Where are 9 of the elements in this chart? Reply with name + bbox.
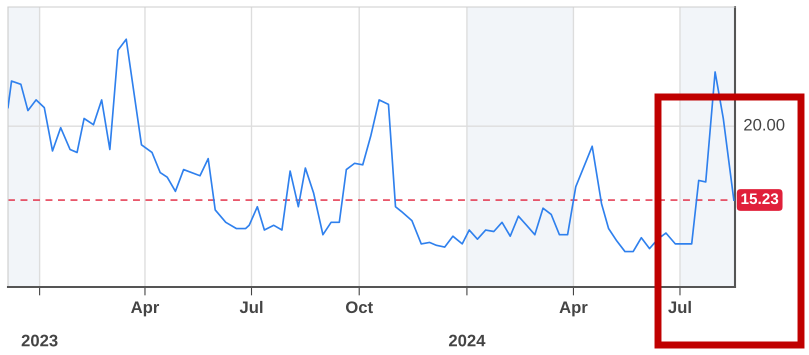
x-tick-label: Jul (668, 300, 691, 314)
text: 2023 (22, 334, 58, 346)
text: 20.00 (744, 118, 784, 131)
text: 15.23 (742, 193, 778, 204)
x-tick-label: Oct (346, 301, 373, 314)
x-tick-label: Apr (131, 302, 160, 316)
x-tick-label: Jul (240, 300, 262, 314)
x-tick-label: Apr (560, 302, 588, 316)
text: 2024 (448, 334, 486, 346)
